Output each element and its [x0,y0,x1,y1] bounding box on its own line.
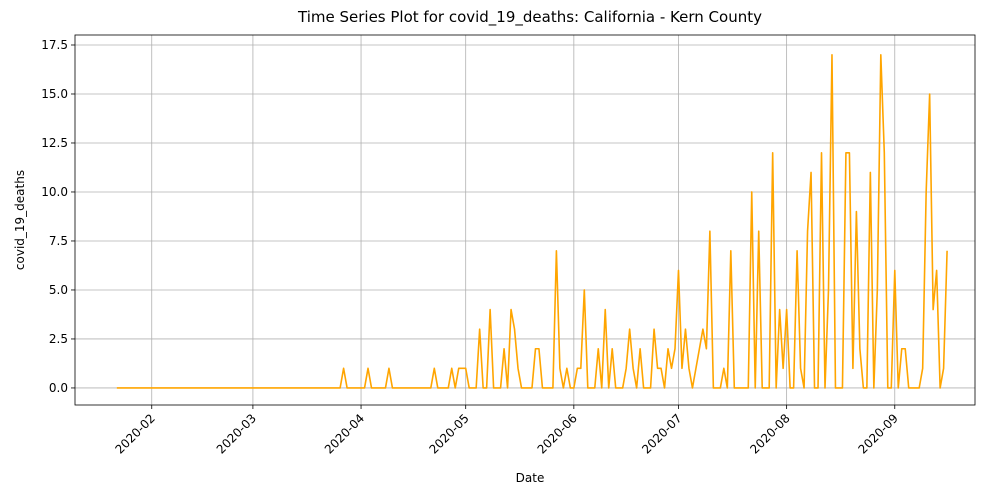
plot-frame [74,34,976,406]
x-axis-label: Date [516,471,545,485]
y-axis-label: covid_19_deaths [13,170,27,270]
x-tick-label: 2020-09 [856,411,901,456]
x-tick-label: 2020-07 [639,411,684,456]
chart-title: Time Series Plot for covid_19_deaths: Ca… [297,8,762,27]
y-tick-label: 5.0 [49,283,68,297]
y-tick-label: 15.0 [41,87,68,101]
x-tick-label: 2020-04 [322,411,367,456]
y-tick-label: 10.0 [41,185,68,199]
data-line [116,53,948,389]
x-tick-label: 2020-03 [214,411,259,456]
y-tick-label: 7.5 [49,234,68,248]
x-tick-label: 2020-08 [747,411,792,456]
x-tick-label: 2020-06 [535,411,580,456]
y-tick-label: 17.5 [41,38,68,52]
y-tick-label: 12.5 [41,136,68,150]
y-tick-label: 0.0 [49,381,68,395]
x-tick-label: 2020-02 [113,411,158,456]
x-tick-label: 2020-05 [426,411,471,456]
y-tick-label: 2.5 [49,332,68,346]
